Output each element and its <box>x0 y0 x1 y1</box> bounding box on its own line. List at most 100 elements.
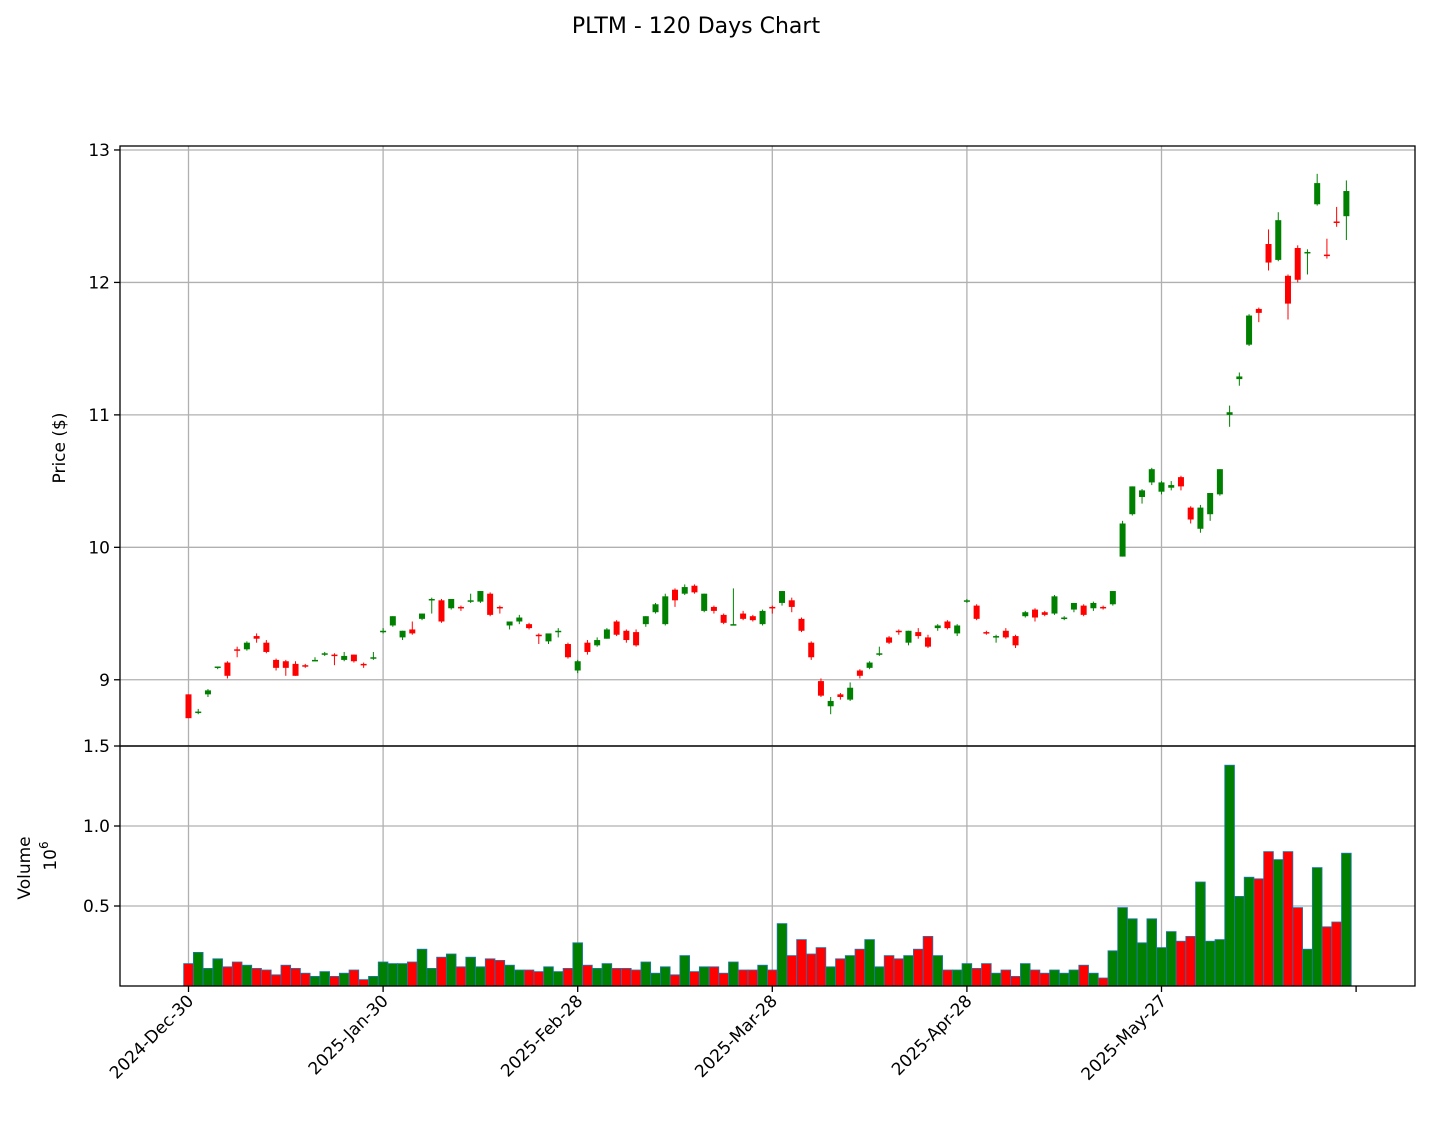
volume-bar <box>805 953 817 987</box>
candle-body <box>370 657 377 659</box>
volume-bar <box>1049 969 1060 987</box>
candle-body <box>749 616 756 621</box>
candle <box>613 620 620 637</box>
volume-bar <box>300 972 311 987</box>
candle <box>214 666 221 670</box>
volume-bar <box>883 955 895 987</box>
volume-bar <box>708 966 720 987</box>
volume-bars <box>183 764 1352 987</box>
candle <box>701 593 708 613</box>
price-y-tick-label: 10 <box>88 538 110 558</box>
candle-body <box>341 655 348 660</box>
candle-body <box>263 642 270 652</box>
volume-bar <box>893 958 905 987</box>
volume-bar <box>290 968 301 987</box>
candle-body <box>1100 606 1107 609</box>
volume-bar <box>990 972 1002 987</box>
candle-body <box>1246 315 1253 345</box>
candle-body <box>837 694 844 697</box>
volume-bar <box>475 966 486 987</box>
volume-bar <box>737 969 749 987</box>
candle-body <box>409 629 416 634</box>
candle <box>808 641 815 660</box>
volume-bar <box>1243 876 1255 987</box>
candle-body <box>769 606 776 609</box>
candle-body <box>380 630 387 633</box>
volume-y-label: Volume <box>15 836 35 899</box>
candle <box>545 633 552 645</box>
candle-body <box>1255 308 1262 313</box>
candle <box>282 659 289 676</box>
candle <box>1323 238 1330 259</box>
candle <box>1129 486 1136 516</box>
candle-body <box>448 598 455 609</box>
candle <box>1226 405 1233 427</box>
candle <box>389 616 396 627</box>
candle <box>1158 481 1165 495</box>
candle <box>1002 628 1009 639</box>
candle-body <box>1012 636 1019 646</box>
price-panel: 9 10 11 12 13 Price ($) <box>50 141 1416 747</box>
candle-body <box>321 653 328 655</box>
candle <box>1070 602 1077 613</box>
volume-bar <box>562 968 574 987</box>
volume-bar <box>1292 907 1303 987</box>
volume-bar <box>1195 881 1206 987</box>
candle-body <box>954 625 961 634</box>
volume-bar <box>436 956 447 987</box>
candle <box>720 613 727 625</box>
candle-body <box>438 600 445 622</box>
candle-body <box>399 630 406 638</box>
candle-body <box>292 663 299 676</box>
price-y-tick-label: 13 <box>88 141 110 161</box>
volume-bar <box>640 961 652 987</box>
candle-body <box>487 593 494 615</box>
volume-bar <box>377 961 389 987</box>
price-y-tick-label: 12 <box>88 273 110 293</box>
candle-body <box>934 625 941 629</box>
volume-bar <box>1263 851 1274 987</box>
volume-bar <box>1234 896 1245 987</box>
candle-body <box>691 585 698 593</box>
candle-body <box>1226 412 1233 415</box>
candle-body <box>428 598 435 601</box>
candle-body <box>331 654 338 657</box>
candle <box>1314 173 1321 206</box>
candle-body <box>759 610 766 625</box>
candle-body <box>730 624 737 626</box>
volume-bar <box>231 961 243 987</box>
candle <box>924 634 931 648</box>
candle <box>1100 605 1107 610</box>
candle <box>866 661 873 670</box>
candle <box>934 624 941 631</box>
candle <box>555 628 562 638</box>
candle <box>224 661 231 679</box>
volume-bar <box>416 948 428 987</box>
volume-scale-label: 106 <box>37 841 61 870</box>
volume-bar <box>1341 852 1352 987</box>
candle-body <box>1275 220 1282 260</box>
chart-title: PLTM - 120 Days Chart <box>572 14 821 39</box>
candle-body <box>779 591 786 603</box>
volume-bar <box>1010 976 1021 987</box>
volume-bar <box>1000 969 1012 987</box>
volume-bar <box>1058 972 1070 987</box>
x-tick-label: 2025-May-27 <box>1078 991 1171 1084</box>
candle <box>341 651 348 662</box>
candle <box>1090 601 1097 611</box>
volume-bar <box>552 971 564 987</box>
candle-body <box>195 711 202 714</box>
volume-bar <box>1088 972 1099 987</box>
candle <box>380 628 387 634</box>
volume-bar <box>397 963 408 987</box>
x-axis: 2024-Dec-30 2025-Jan-30 2025-Feb-28 2025-Ma… <box>106 986 1357 1085</box>
candle-body <box>1236 376 1243 380</box>
volume-bar <box>1282 851 1294 987</box>
candle <box>409 621 416 635</box>
candle-body <box>243 642 250 650</box>
volume-bar <box>611 968 622 987</box>
x-tick-label: 2025-Mar-28 <box>691 991 782 1082</box>
volume-bar <box>679 955 690 987</box>
candle <box>730 588 737 626</box>
volume-bar <box>951 969 963 987</box>
